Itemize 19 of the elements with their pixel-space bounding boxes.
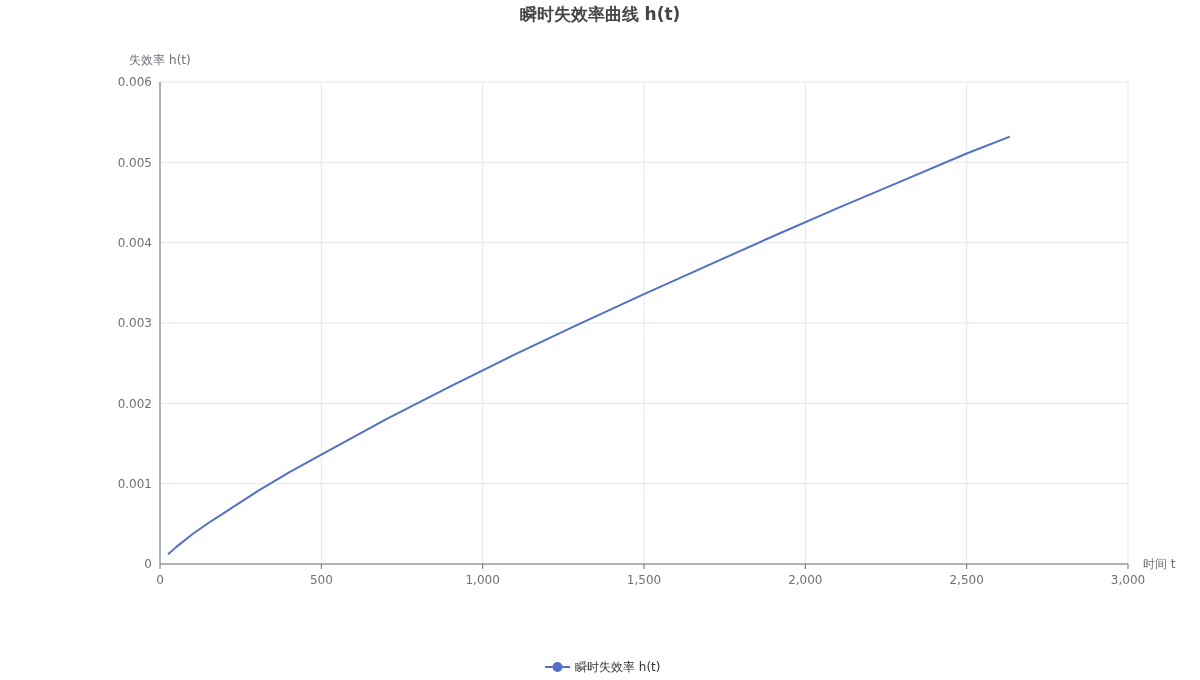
x-tick-label: 2,500 (949, 573, 984, 587)
x-tick-label: 0 (156, 573, 164, 587)
y-tick-label: 0.002 (117, 396, 152, 411)
y-axis-title: 失效率 h(t) (129, 53, 191, 67)
legend-label: 瞬时失效率 h(t) (575, 660, 661, 675)
y-tick-label: 0.001 (117, 476, 152, 491)
x-tick-label: 2,000 (788, 573, 823, 587)
x-axis-title: 时间 t (1143, 557, 1176, 571)
x-tick-label: 1,000 (465, 573, 500, 587)
y-tick-label: 0.005 (117, 155, 152, 170)
chart-title: 瞬时失效率曲线 h(t) (519, 4, 681, 24)
x-tick-label: 3,000 (1110, 573, 1146, 587)
y-tick-label: 0 (144, 557, 152, 572)
y-tick-label: 0.004 (117, 235, 152, 250)
x-tick-label: 500 (309, 573, 333, 587)
y-tick-label: 0.006 (117, 75, 152, 90)
y-tick-label: 0.003 (117, 316, 152, 331)
x-tick-label: 1,500 (626, 573, 662, 587)
line-series (167, 135, 1011, 556)
